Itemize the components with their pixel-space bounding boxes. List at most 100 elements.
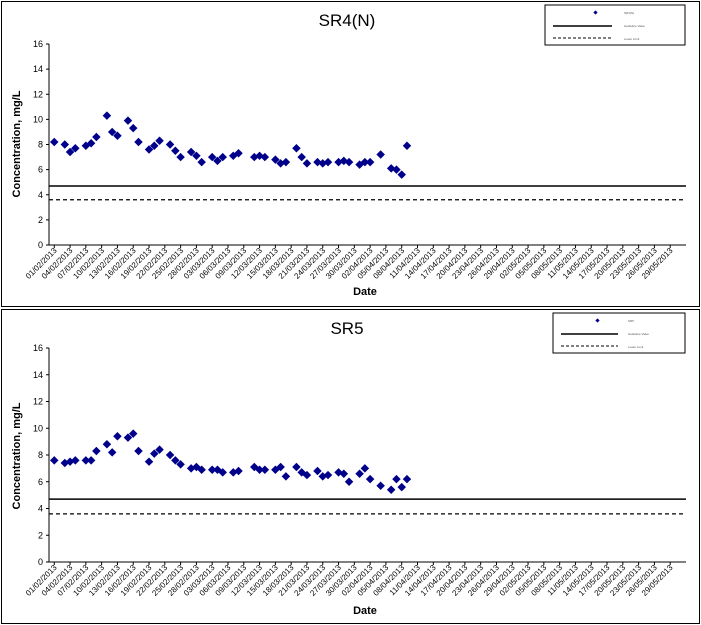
y-tick-label: 6 bbox=[38, 165, 43, 175]
data-point bbox=[176, 152, 185, 162]
data-point bbox=[397, 170, 406, 179]
legend-entry-series: SR5 bbox=[628, 319, 634, 323]
data-point bbox=[144, 457, 154, 466]
y-tick-label: 2 bbox=[38, 215, 43, 225]
data-point bbox=[402, 141, 412, 150]
plot-area: 024681012141601/02/201304/02/201307/02/2… bbox=[24, 343, 686, 598]
data-point bbox=[281, 157, 291, 167]
data-point bbox=[281, 472, 291, 481]
plot-area: 024681012141601/02/201304/02/201307/02/2… bbox=[24, 39, 686, 281]
data-point bbox=[218, 152, 227, 162]
data-point bbox=[376, 481, 385, 491]
data-point bbox=[123, 433, 133, 442]
y-tick-label: 6 bbox=[38, 477, 43, 487]
y-tick-label: 14 bbox=[33, 370, 43, 380]
y-tick-label: 12 bbox=[33, 397, 43, 407]
data-point bbox=[113, 432, 122, 441]
chart-title: SR5 bbox=[330, 319, 363, 338]
legend-entry-lower-limit: Lower Limit bbox=[628, 345, 644, 349]
data-point bbox=[171, 146, 180, 156]
y-tick-label: 16 bbox=[33, 39, 43, 49]
data-point bbox=[402, 474, 412, 484]
data-point bbox=[323, 470, 333, 480]
data-point bbox=[339, 469, 349, 478]
y-tick-label: 12 bbox=[33, 89, 43, 99]
legend-entry-lower-limit: Lower Limit bbox=[624, 37, 640, 41]
data-point bbox=[165, 450, 175, 460]
legend-box bbox=[552, 312, 686, 354]
data-point bbox=[376, 150, 385, 159]
data-point bbox=[176, 460, 185, 469]
data-point bbox=[186, 147, 196, 157]
data-point bbox=[113, 131, 122, 140]
y-tick-label: 8 bbox=[38, 450, 43, 460]
data-point bbox=[234, 466, 243, 476]
chart-panel-sr4n: SR4(N) Concentration, mg/L Date 0 2 4 6 8 10 1… bbox=[1, 1, 700, 307]
x-axis-label: Date bbox=[353, 605, 377, 617]
data-point bbox=[207, 152, 217, 162]
data-point bbox=[128, 123, 138, 133]
data-point bbox=[92, 446, 101, 456]
data-point bbox=[134, 446, 143, 456]
data-point bbox=[397, 482, 406, 492]
data-point bbox=[65, 147, 75, 157]
data-point bbox=[234, 149, 243, 158]
data-point bbox=[86, 139, 96, 148]
data-point bbox=[155, 445, 164, 454]
y-tick-label: 14 bbox=[33, 64, 43, 74]
data-point bbox=[392, 474, 401, 484]
data-point bbox=[71, 144, 80, 153]
chart-sr4n: SR4(N) Concentration, mg/L Date 0 2 4 6 8 10 1… bbox=[11, 4, 686, 298]
data-point bbox=[165, 140, 175, 149]
y-tick-label: 0 bbox=[38, 557, 43, 567]
data-point bbox=[260, 152, 270, 162]
legend-entry-series: SR4(N) bbox=[624, 11, 634, 15]
chart-sr5: SR5 Concentration, mg/L Date 0 2 4 6 8 10 12 14… bbox=[11, 312, 686, 617]
data-point bbox=[102, 440, 112, 449]
data-point bbox=[218, 468, 227, 477]
data-point bbox=[150, 141, 159, 150]
data-point bbox=[123, 116, 133, 125]
data-point bbox=[386, 485, 396, 495]
data-point bbox=[360, 157, 370, 167]
data-point bbox=[344, 157, 354, 167]
y-tick-label: 16 bbox=[33, 343, 43, 353]
data-point bbox=[81, 456, 91, 465]
legend-box bbox=[544, 4, 686, 46]
data-point bbox=[365, 157, 375, 167]
data-point bbox=[355, 469, 364, 478]
data-point bbox=[50, 456, 59, 465]
data-point bbox=[313, 466, 322, 476]
data-point bbox=[171, 456, 180, 465]
data-point bbox=[155, 136, 164, 145]
data-point bbox=[107, 448, 117, 457]
y-tick-label: 10 bbox=[33, 114, 43, 124]
data-point bbox=[207, 465, 217, 474]
data-point bbox=[292, 144, 301, 153]
y-tick-label: 4 bbox=[38, 504, 43, 514]
data-point bbox=[197, 157, 206, 167]
data-point bbox=[292, 462, 301, 472]
data-point bbox=[192, 151, 201, 161]
x-axis-label: Date bbox=[353, 286, 377, 298]
data-point bbox=[50, 137, 59, 147]
legend-entry-guideline: Guideline Value bbox=[624, 24, 645, 28]
data-point bbox=[302, 159, 312, 168]
data-point bbox=[260, 465, 270, 474]
data-point bbox=[86, 456, 96, 465]
y-tick-label: 2 bbox=[38, 530, 43, 540]
chart-title: SR4(N) bbox=[319, 11, 376, 30]
y-tick-label: 8 bbox=[38, 140, 43, 150]
data-point bbox=[276, 462, 285, 472]
data-point bbox=[102, 111, 112, 120]
data-point bbox=[360, 464, 370, 473]
data-point bbox=[197, 465, 206, 474]
data-point bbox=[213, 156, 222, 166]
y-tick-label: 10 bbox=[33, 423, 43, 433]
y-axis-label: Concentration, mg/L bbox=[11, 90, 23, 197]
data-point bbox=[323, 157, 333, 167]
y-tick-label: 0 bbox=[38, 240, 43, 250]
data-point bbox=[144, 145, 154, 154]
data-point bbox=[150, 449, 159, 458]
data-point bbox=[344, 477, 354, 486]
